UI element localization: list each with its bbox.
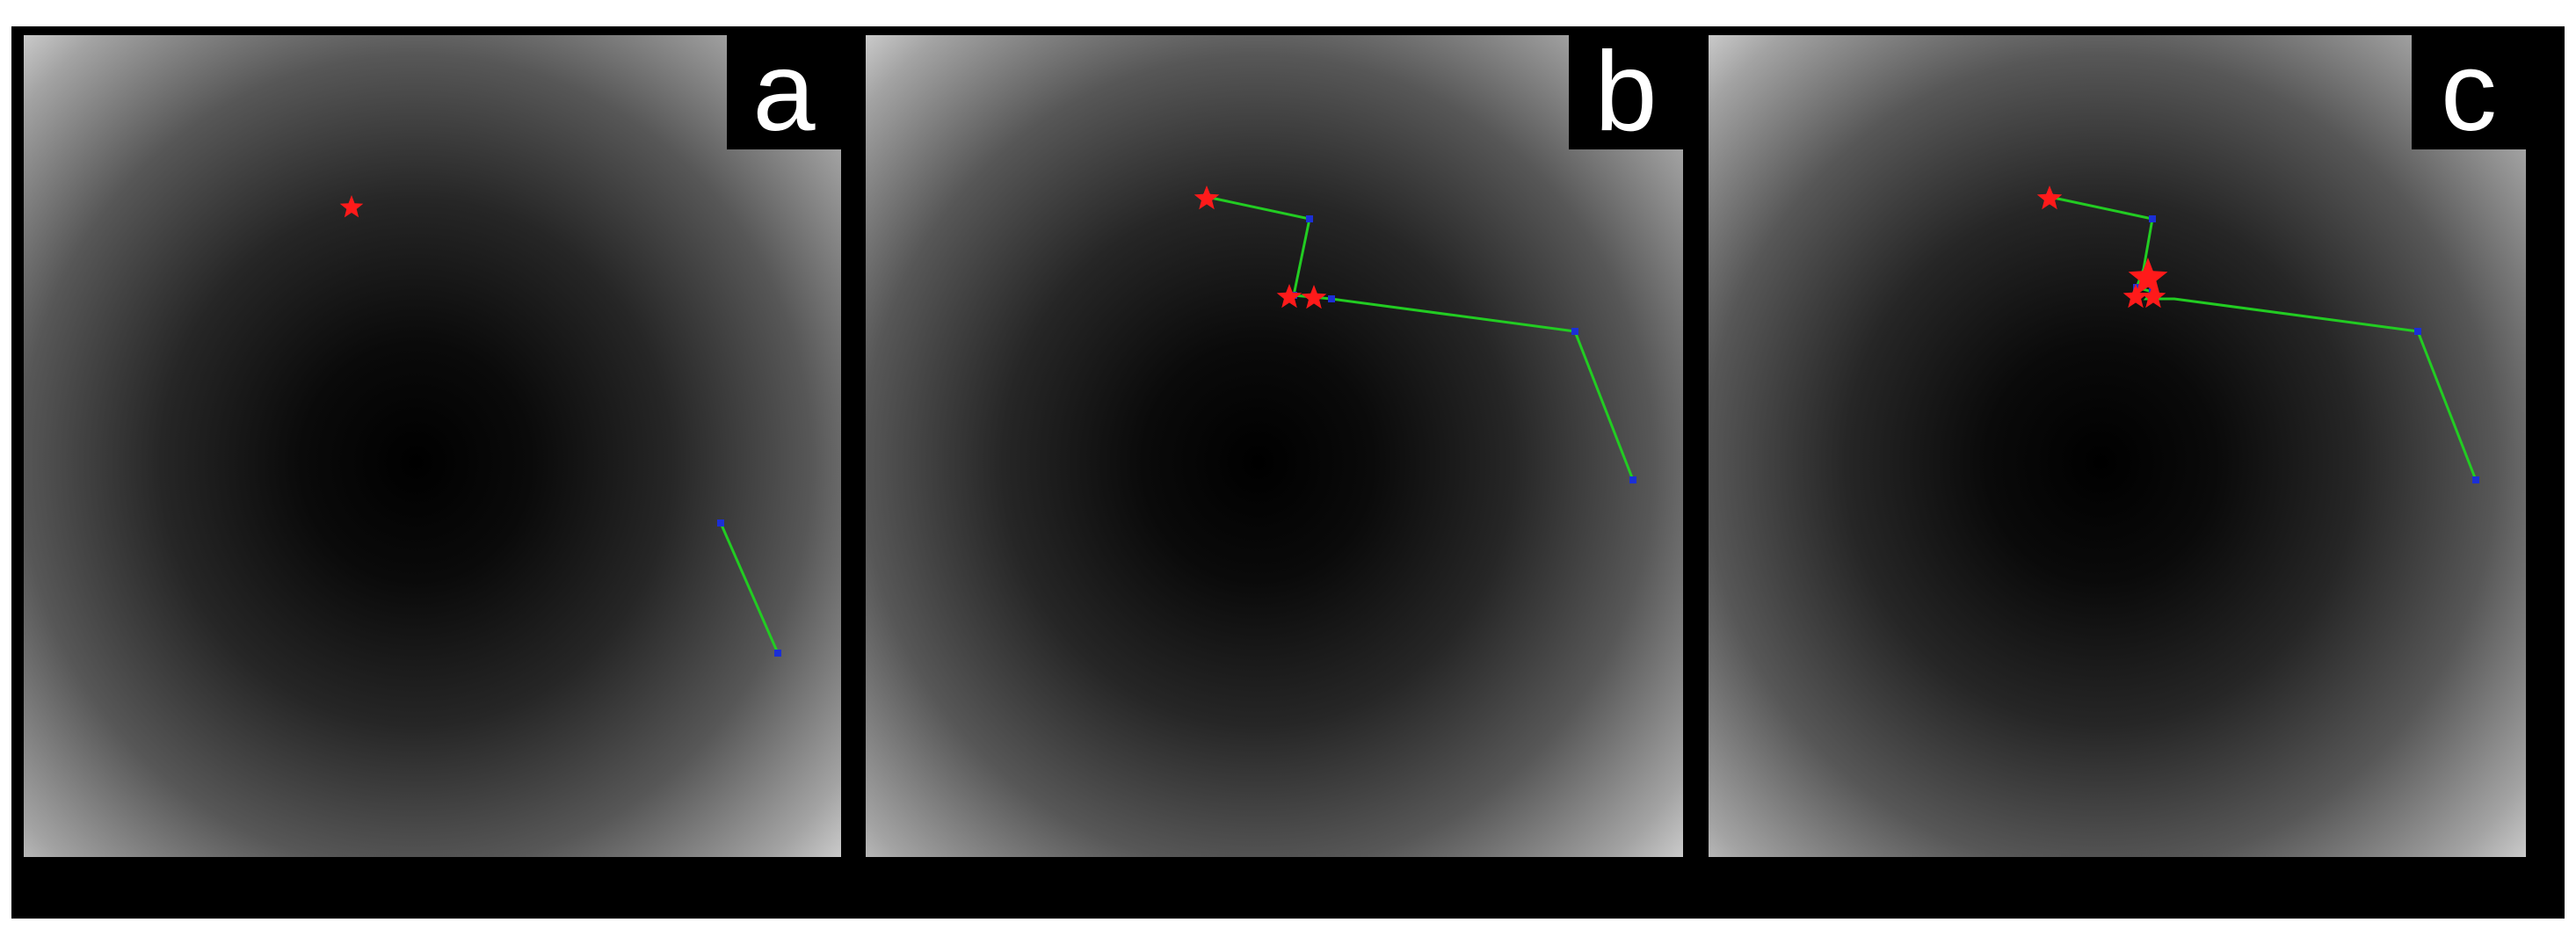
panel-a: a [24, 35, 841, 857]
panel-label-b: b [1569, 35, 1683, 149]
star-icon [1301, 285, 1327, 309]
path-node [2472, 476, 2479, 483]
star-icon [1276, 284, 1303, 309]
path-line [719, 522, 780, 654]
path-line [1206, 195, 1635, 481]
path-node [1328, 295, 1335, 302]
path-node [1571, 328, 1578, 335]
panel-b-overlay [1194, 185, 1636, 483]
path-node [2149, 215, 2156, 222]
path-node [2414, 328, 2421, 335]
panel-label-a: a [727, 35, 841, 149]
star-icon [2036, 185, 2063, 210]
path-node [717, 519, 724, 527]
panel-c: c [1709, 35, 2526, 857]
star-icon [2140, 284, 2166, 309]
star-icon [2128, 258, 2168, 295]
path-node [1306, 215, 1313, 222]
path-node [1629, 476, 1636, 483]
star-icon [1194, 185, 1220, 210]
panel-label-c: c [2412, 35, 2526, 149]
panel-c-overlay [2036, 185, 2479, 483]
path-node [774, 650, 781, 657]
panel-b: b [866, 35, 1683, 857]
star-icon [2122, 284, 2149, 309]
star-icon [339, 195, 364, 218]
path-line [2049, 195, 2478, 481]
panel-a-overlay [339, 195, 781, 657]
